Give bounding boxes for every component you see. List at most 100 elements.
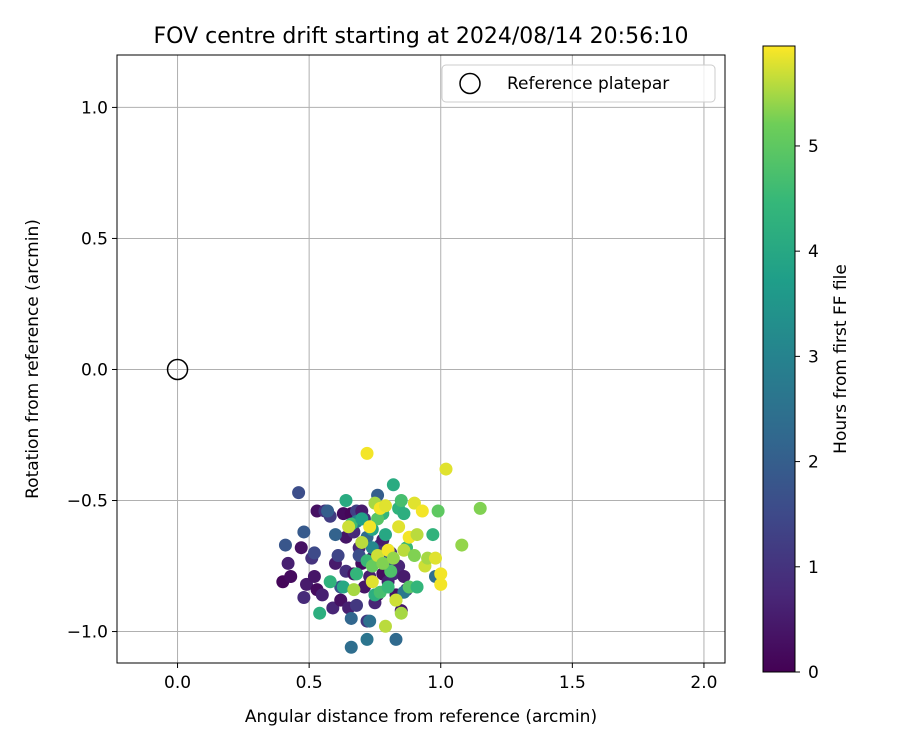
legend-entry-reference-platepar: Reference platepar [507,74,669,94]
x-axis-ticks: 0.0 0.5 1.0 1.5 2.0 [164,663,717,693]
data-point [307,546,321,560]
x-tick-label: 1.5 [559,673,586,693]
data-point [381,580,395,594]
y-tick-label: −0.5 [67,492,108,512]
data-point [328,528,342,542]
data-point [336,580,350,594]
data-point [326,601,340,615]
data-point [378,619,392,633]
data-points [276,446,487,654]
data-point [350,598,364,612]
data-point [378,499,392,513]
plot-area: 0.0 0.5 1.0 1.5 2.0 −1.0 −0.5 0.0 0.5 1.0 [67,54,726,693]
data-point [278,538,292,552]
colorbar-tick-label: 5 [808,137,819,157]
data-point [394,606,408,620]
y-axis-label: Rotation from reference (arcmin) [23,219,43,499]
x-tick-label: 0.5 [296,673,323,693]
data-point [473,501,487,515]
data-point [397,543,411,557]
data-point [297,590,311,604]
colorbar-ticks: 0 1 2 3 4 5 [795,137,819,683]
colorbar-gradient [763,46,795,672]
data-point [281,556,295,570]
reference-marker-group [166,358,189,381]
legend: Reference platepar [441,64,716,103]
data-point [376,556,390,570]
data-point [284,570,298,584]
data-point [355,512,369,526]
data-point [439,462,453,476]
data-point [397,507,411,521]
data-point [434,577,448,591]
data-point [365,559,379,573]
colorbar-frame [762,45,796,673]
data-point [397,570,411,584]
data-point [428,551,442,565]
data-point [392,520,406,534]
data-point [394,494,408,508]
data-point [360,446,374,460]
x-tick-label: 1.0 [427,673,454,693]
data-point [292,486,306,500]
colorbar: 0 1 2 3 4 5 [762,45,819,683]
data-point [344,640,358,654]
data-point [426,528,440,542]
data-point [434,567,448,581]
x-tick-label: 0.0 [164,673,191,693]
data-point [342,520,356,534]
x-tick-label: 2.0 [690,673,717,693]
data-point [415,504,429,518]
y-tick-label: 1.0 [81,98,108,118]
y-tick-label: 0.0 [81,360,108,380]
y-tick-label: 0.5 [81,229,108,249]
data-point [371,512,385,526]
data-point [323,575,337,589]
data-point [365,575,379,589]
data-point [339,494,353,508]
data-point [350,567,364,581]
data-point [344,611,358,625]
data-point [315,588,329,602]
data-point [321,504,335,518]
legend-box [441,64,716,103]
data-point [363,614,377,628]
data-point [360,632,374,646]
data-point [347,583,361,597]
data-point [294,541,308,555]
data-point [355,535,369,549]
colorbar-label: Hours from first FF file [831,264,851,454]
data-point [389,632,403,646]
data-point [410,580,424,594]
data-point [386,551,400,565]
data-point [313,606,327,620]
data-point [410,528,424,542]
data-point [378,528,392,542]
y-tick-label: −1.0 [67,623,108,643]
colorbar-tick-label: 3 [808,347,819,367]
data-point [431,504,445,518]
y-axis-ticks: −1.0 −0.5 0.0 0.5 1.0 [67,98,117,643]
data-point [455,538,469,552]
data-point [363,520,377,534]
plot-background [117,55,725,663]
data-point [334,593,348,607]
plot-frame [116,54,726,664]
x-axis-label: Angular distance from reference (arcmin) [245,707,597,727]
data-point [384,564,398,578]
colorbar-tick-label: 4 [808,242,819,262]
chart-title: FOV centre drift starting at 2024/08/14 … [154,24,689,49]
data-point [389,593,403,607]
data-point [307,570,321,584]
data-point [407,496,421,510]
reference-platepar-marker [166,358,189,381]
legend-circle-icon [459,72,481,95]
colorbar-tick-label: 2 [808,453,819,473]
colorbar-tick-label: 0 [808,663,819,683]
data-point [300,577,314,591]
data-point [331,549,345,563]
colorbar-tick-label: 1 [808,558,819,578]
data-point [407,549,421,563]
grid [117,55,725,663]
